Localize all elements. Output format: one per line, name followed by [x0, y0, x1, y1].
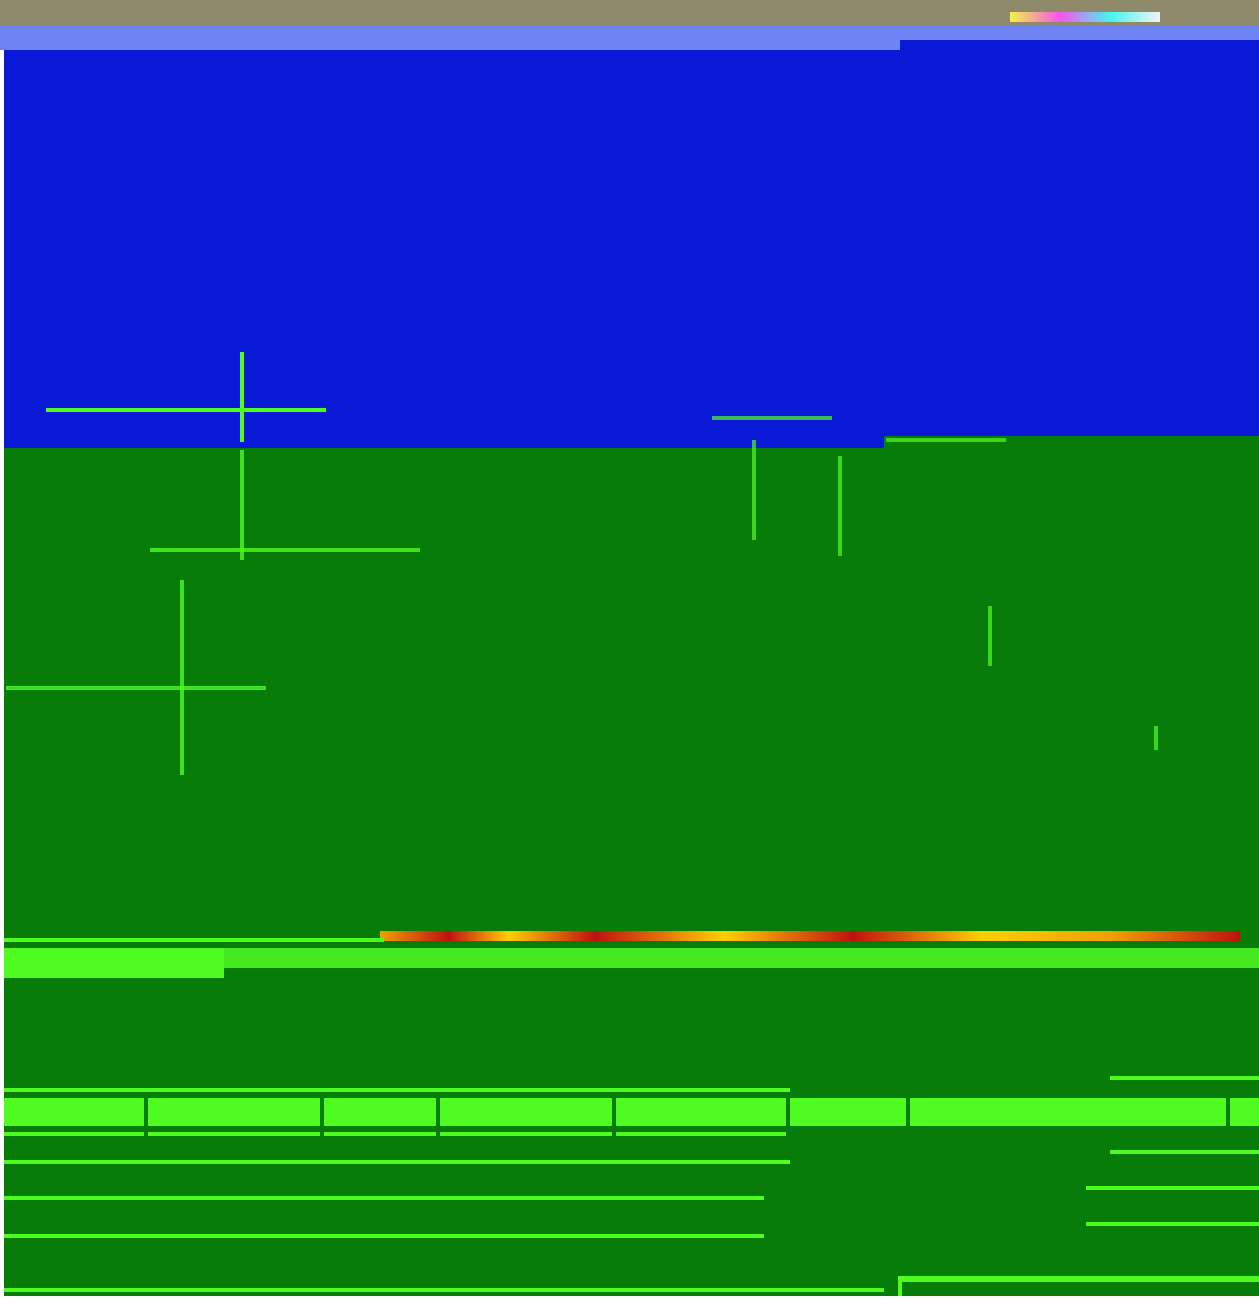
- cell-divider: [1226, 1098, 1230, 1128]
- dashed-line: [180, 580, 184, 775]
- cell-divider: [436, 1098, 440, 1138]
- dashed-line: [752, 440, 756, 540]
- scan-strip: [380, 931, 1240, 941]
- divider-line: [4, 1160, 790, 1164]
- dashed-line: [1154, 726, 1158, 750]
- divider-line: [4, 1088, 790, 1092]
- dashed-line: [886, 438, 1006, 442]
- blue-ledge: [900, 40, 1259, 52]
- dashed-line: [46, 408, 326, 412]
- bright-band: [4, 948, 224, 978]
- bottom-bar-inner: [902, 1282, 1259, 1296]
- dashed-line: [712, 416, 832, 420]
- divider-line: [4, 1234, 764, 1238]
- green-field: [4, 448, 1259, 938]
- dashed-line: [240, 450, 244, 560]
- cell-divider: [320, 1098, 324, 1138]
- divider-line: [4, 1196, 764, 1200]
- divider-line: [1086, 1186, 1259, 1190]
- divider-line: [1086, 1222, 1259, 1226]
- divider-line: [4, 1132, 790, 1136]
- cell-divider: [612, 1098, 616, 1138]
- divider-line: [1110, 1076, 1259, 1080]
- dashed-line: [240, 352, 244, 442]
- bright-band: [224, 948, 1259, 968]
- dashed-line: [988, 606, 992, 666]
- blue-field: [4, 50, 1259, 450]
- divider-line: [4, 938, 384, 942]
- bright-row: [4, 1098, 1259, 1126]
- cell-divider: [786, 1098, 790, 1138]
- divider-line: [1110, 1150, 1259, 1154]
- cell-divider: [906, 1098, 910, 1128]
- cell-divider: [144, 1098, 148, 1138]
- dashed-line: [838, 456, 842, 556]
- divider-line: [4, 1288, 884, 1292]
- header-noise: [1010, 12, 1160, 22]
- dashed-line: [6, 686, 266, 690]
- dashed-line: [150, 548, 420, 552]
